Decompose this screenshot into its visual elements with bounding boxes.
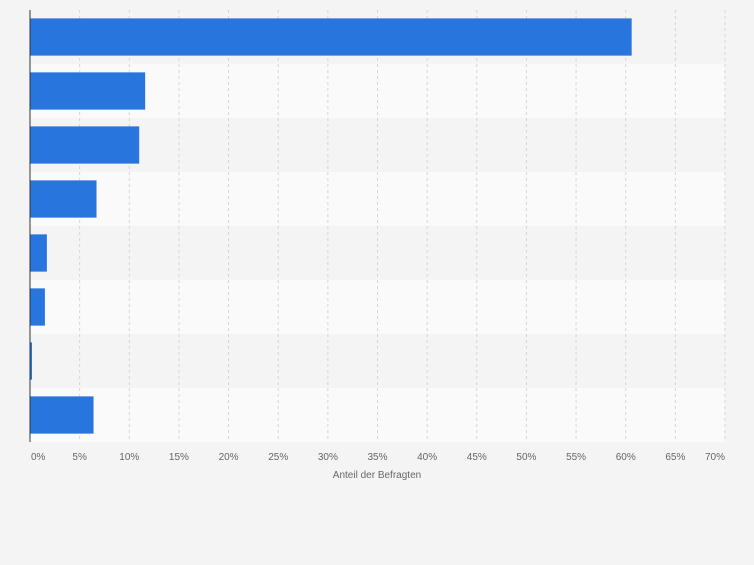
x-tick-label: 30% bbox=[318, 452, 338, 463]
x-tick-label: 55% bbox=[566, 452, 586, 463]
x-tick-label: 10% bbox=[119, 452, 139, 463]
bar bbox=[30, 126, 140, 164]
x-tick-label: 40% bbox=[417, 452, 437, 463]
x-tick-label: 35% bbox=[367, 452, 387, 463]
x-tick-label: 70% bbox=[705, 452, 725, 463]
x-tick-label: 65% bbox=[665, 452, 685, 463]
bars bbox=[30, 18, 632, 434]
x-tick-label: 60% bbox=[616, 452, 636, 463]
x-tick-label: 25% bbox=[268, 452, 288, 463]
x-tick-label: 0% bbox=[31, 452, 46, 463]
bar bbox=[30, 72, 146, 110]
x-tick-label: 20% bbox=[219, 452, 239, 463]
bar bbox=[30, 18, 632, 56]
x-tick-label: 15% bbox=[169, 452, 189, 463]
x-axis-title: Anteil der Befragten bbox=[333, 470, 421, 481]
bar bbox=[30, 234, 47, 272]
x-tick-label: 50% bbox=[516, 452, 536, 463]
bar bbox=[30, 180, 97, 218]
x-tick-labels: 0% 5% 10% 15% 20% 25% 30% 35% 40% 45% 50% 55% 60% 65%… bbox=[31, 452, 725, 463]
x-tick-label: 45% bbox=[467, 452, 487, 463]
bar bbox=[30, 342, 32, 380]
bar bbox=[30, 396, 94, 434]
bar bbox=[30, 288, 45, 326]
x-tick-label: 5% bbox=[72, 452, 87, 463]
gridlines bbox=[79, 10, 726, 442]
